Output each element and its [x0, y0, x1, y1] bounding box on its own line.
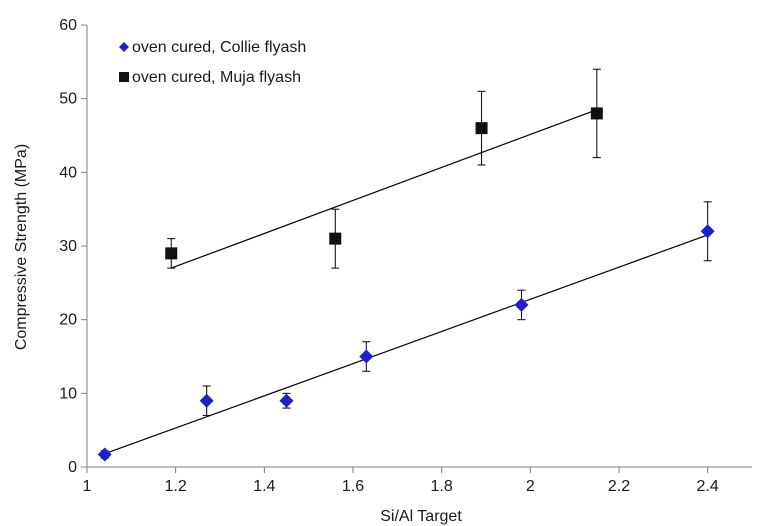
x-tick-label: 1.8: [431, 478, 453, 495]
axes: [81, 24, 752, 473]
data-point-diamond: [700, 224, 715, 239]
x-axis-label: Si/Al Target: [380, 508, 462, 525]
x-tick-label: 1: [83, 478, 92, 495]
trendline-series-1: [104, 234, 708, 455]
y-tick-label: 10: [59, 385, 77, 402]
legend-label: oven cured, Muja flyash: [132, 69, 301, 86]
data-point-square: [475, 122, 488, 135]
y-tick-label: 40: [59, 164, 77, 181]
y-tick-label: 30: [59, 238, 77, 255]
y-tick-label: 60: [59, 17, 77, 34]
y-tick-label: 50: [59, 91, 77, 108]
x-tick-label: 1.4: [253, 478, 275, 495]
data-point-square: [590, 107, 603, 120]
x-tick-label: 2.4: [697, 478, 719, 495]
trendline-series-2: [171, 109, 598, 269]
data-point-diamond: [97, 447, 112, 462]
data-point-diamond: [514, 297, 529, 312]
y-tick-label: 0: [68, 459, 77, 476]
data-point-diamond: [359, 349, 374, 364]
x-tick-label: 2.2: [608, 478, 630, 495]
data-markers: [97, 107, 715, 462]
error-bars: [100, 68, 712, 459]
legend-marker-diamond: [119, 42, 129, 52]
legend: oven cured, Collie flyash oven cured, Muj…: [119, 39, 306, 86]
x-tick-label: 2: [526, 478, 535, 495]
y-axis-label: Compressive Strength (MPa): [13, 144, 30, 350]
data-point-square: [165, 247, 178, 260]
legend-label: oven cured, Collie flyash: [132, 39, 306, 56]
x-tick-label: 1.6: [342, 478, 364, 495]
data-point-square: [329, 232, 342, 245]
legend-marker-square: [119, 72, 129, 82]
tick-labels: 0 10 20 30 40 50 60 1 1.2 1.4 1.6 1.8 2 2.2 2.4: [59, 17, 719, 495]
data-point-diamond: [199, 393, 214, 408]
y-tick-label: 20: [59, 312, 77, 329]
data-point-diamond: [279, 393, 294, 408]
trendlines: [104, 109, 708, 455]
x-tick-label: 1.2: [165, 478, 187, 495]
